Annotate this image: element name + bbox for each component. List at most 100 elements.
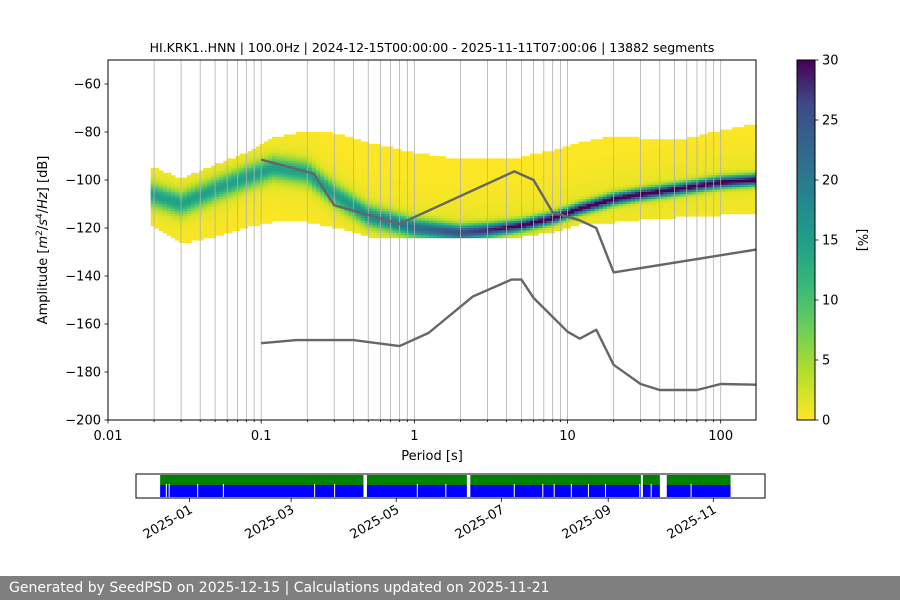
density-cell <box>445 194 450 198</box>
density-cell <box>191 184 196 188</box>
density-cell <box>517 196 523 200</box>
density-cell <box>162 182 168 186</box>
density-cell <box>517 165 523 169</box>
density-cell <box>372 165 378 169</box>
density-cell <box>279 153 285 157</box>
density-cell <box>356 170 362 174</box>
density-cell <box>437 160 442 164</box>
density-cell <box>643 199 648 203</box>
density-cell <box>295 163 301 167</box>
density-cell <box>493 187 499 191</box>
density-cell <box>291 189 297 193</box>
density-cell <box>380 228 386 231</box>
density-cell <box>626 141 632 145</box>
density-cell <box>517 235 523 239</box>
density-cell <box>671 139 676 143</box>
density-cell <box>647 177 652 181</box>
density-cell <box>534 199 539 203</box>
density-cell <box>578 151 584 155</box>
density-cell <box>638 194 644 198</box>
density-cell <box>340 192 345 195</box>
density-cell <box>477 204 483 207</box>
density-cell <box>675 175 680 179</box>
density-cell <box>602 184 608 188</box>
density-cell <box>231 213 237 217</box>
density-cell <box>158 182 164 186</box>
density-cell <box>364 168 370 171</box>
density-cell <box>223 201 228 205</box>
density-cell <box>594 172 600 176</box>
density-cell <box>739 180 745 183</box>
density-cell <box>534 189 539 193</box>
density-cell <box>542 228 547 231</box>
density-cell <box>449 163 454 167</box>
density-cell <box>457 220 463 224</box>
density-cell <box>485 187 491 191</box>
density-cell <box>380 223 386 227</box>
density-cell <box>707 194 713 198</box>
density-cell <box>610 177 616 181</box>
density-cell <box>481 218 487 222</box>
density-cell <box>663 208 668 212</box>
density-cell <box>647 160 652 164</box>
density-cell <box>203 208 208 212</box>
density-cell <box>437 218 442 222</box>
density-cell <box>191 232 196 236</box>
density-cell <box>166 194 172 198</box>
density-cell <box>481 182 487 186</box>
density-cell <box>683 151 688 155</box>
density-cell <box>170 228 176 231</box>
density-cell <box>227 168 233 171</box>
density-cell <box>372 228 378 231</box>
density-cell <box>304 211 309 215</box>
density-cell <box>408 184 414 188</box>
density-cell <box>433 182 438 186</box>
density-cell <box>380 165 386 169</box>
density-cell <box>469 213 475 217</box>
density-cell <box>655 187 660 191</box>
density-cell <box>489 172 495 176</box>
density-cell <box>469 180 475 183</box>
density-cell <box>481 194 487 198</box>
density-cell <box>473 182 479 186</box>
density-cell <box>610 211 616 215</box>
density-cell <box>509 196 515 200</box>
density-cell <box>634 163 640 167</box>
density-cell <box>497 180 503 183</box>
density-cell <box>348 220 354 224</box>
density-cell <box>215 230 220 234</box>
density-cell <box>566 151 571 155</box>
density-cell <box>578 213 584 217</box>
density-cell <box>247 151 253 155</box>
density-cell <box>166 204 172 207</box>
density-cell <box>417 235 422 239</box>
density-cell <box>328 223 333 227</box>
density-cell <box>291 158 297 162</box>
density-cell <box>255 172 261 176</box>
density-cell <box>445 172 450 176</box>
density-cell <box>425 158 430 162</box>
density-cell <box>421 163 426 167</box>
density-cell <box>546 156 551 159</box>
density-cell <box>417 223 422 227</box>
density-cell <box>671 192 676 195</box>
density-cell <box>320 204 325 207</box>
density-cell <box>598 156 604 159</box>
density-cell <box>279 208 285 212</box>
density-cell <box>380 175 386 179</box>
density-cell <box>283 196 289 200</box>
density-cell <box>295 153 301 157</box>
density-cell <box>304 172 309 176</box>
density-cell <box>606 180 612 183</box>
density-cell <box>630 194 636 198</box>
density-cell <box>340 220 345 224</box>
density-cell <box>255 182 261 186</box>
density-cell <box>372 192 378 195</box>
density-cell <box>622 187 628 191</box>
density-cell <box>231 204 237 207</box>
density-cell <box>324 170 329 174</box>
density-cell <box>643 187 648 191</box>
density-cell <box>449 196 454 200</box>
density-cell <box>150 211 156 215</box>
density-cell <box>191 196 196 200</box>
